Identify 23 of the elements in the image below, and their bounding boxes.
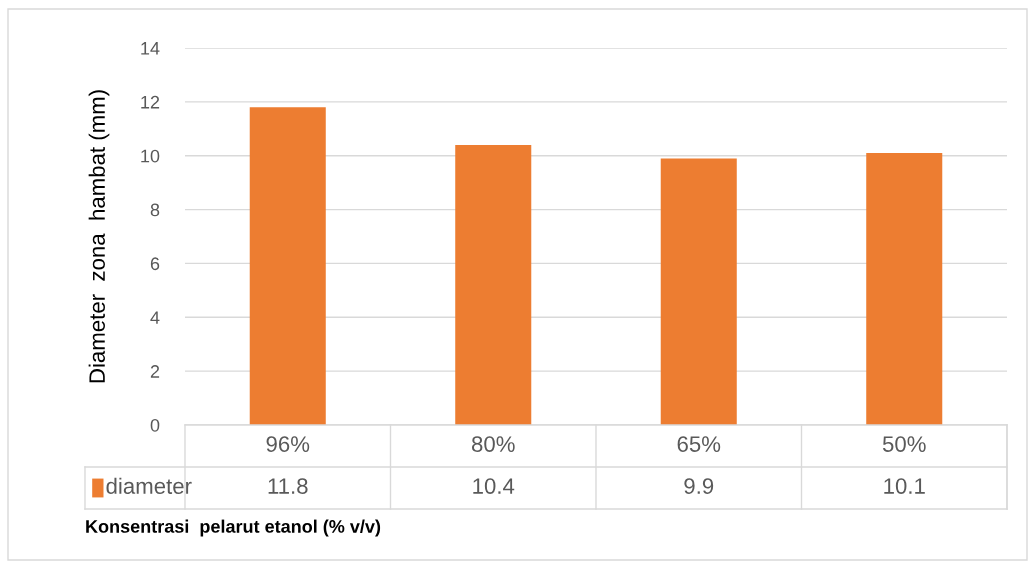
- bar: [455, 144, 532, 425]
- x-tick-label: 96%: [266, 436, 310, 452]
- x-axis-title: Konsentrasi pelarut etanol (% v/v): [86, 519, 381, 537]
- data-label: 9.9: [684, 478, 714, 494]
- bar: [249, 107, 326, 425]
- y-tick-label: 14: [141, 42, 160, 55]
- bar: [866, 153, 943, 425]
- y-tick-label: 2: [150, 365, 160, 378]
- legend-label: diameter: [106, 477, 192, 494]
- y-tick-label: 8: [150, 203, 160, 217]
- x-tick-label: 65%: [677, 436, 721, 452]
- data-label: 10.4: [473, 478, 515, 494]
- y-tick-label: 0: [150, 418, 160, 432]
- y-tick-label: 10: [141, 149, 160, 163]
- bar: [660, 158, 737, 425]
- y-tick-label: 6: [150, 257, 160, 271]
- y-tick-label: 12: [141, 95, 160, 109]
- data-label: 10.1: [884, 478, 925, 494]
- y-axis-title: Diameter zona hambat (mm): [88, 90, 110, 383]
- y-tick-label: 4: [150, 311, 160, 324]
- x-tick-label: 80%: [471, 436, 515, 452]
- x-tick-label: 50%: [882, 436, 926, 452]
- data-label: 11.8: [268, 478, 308, 494]
